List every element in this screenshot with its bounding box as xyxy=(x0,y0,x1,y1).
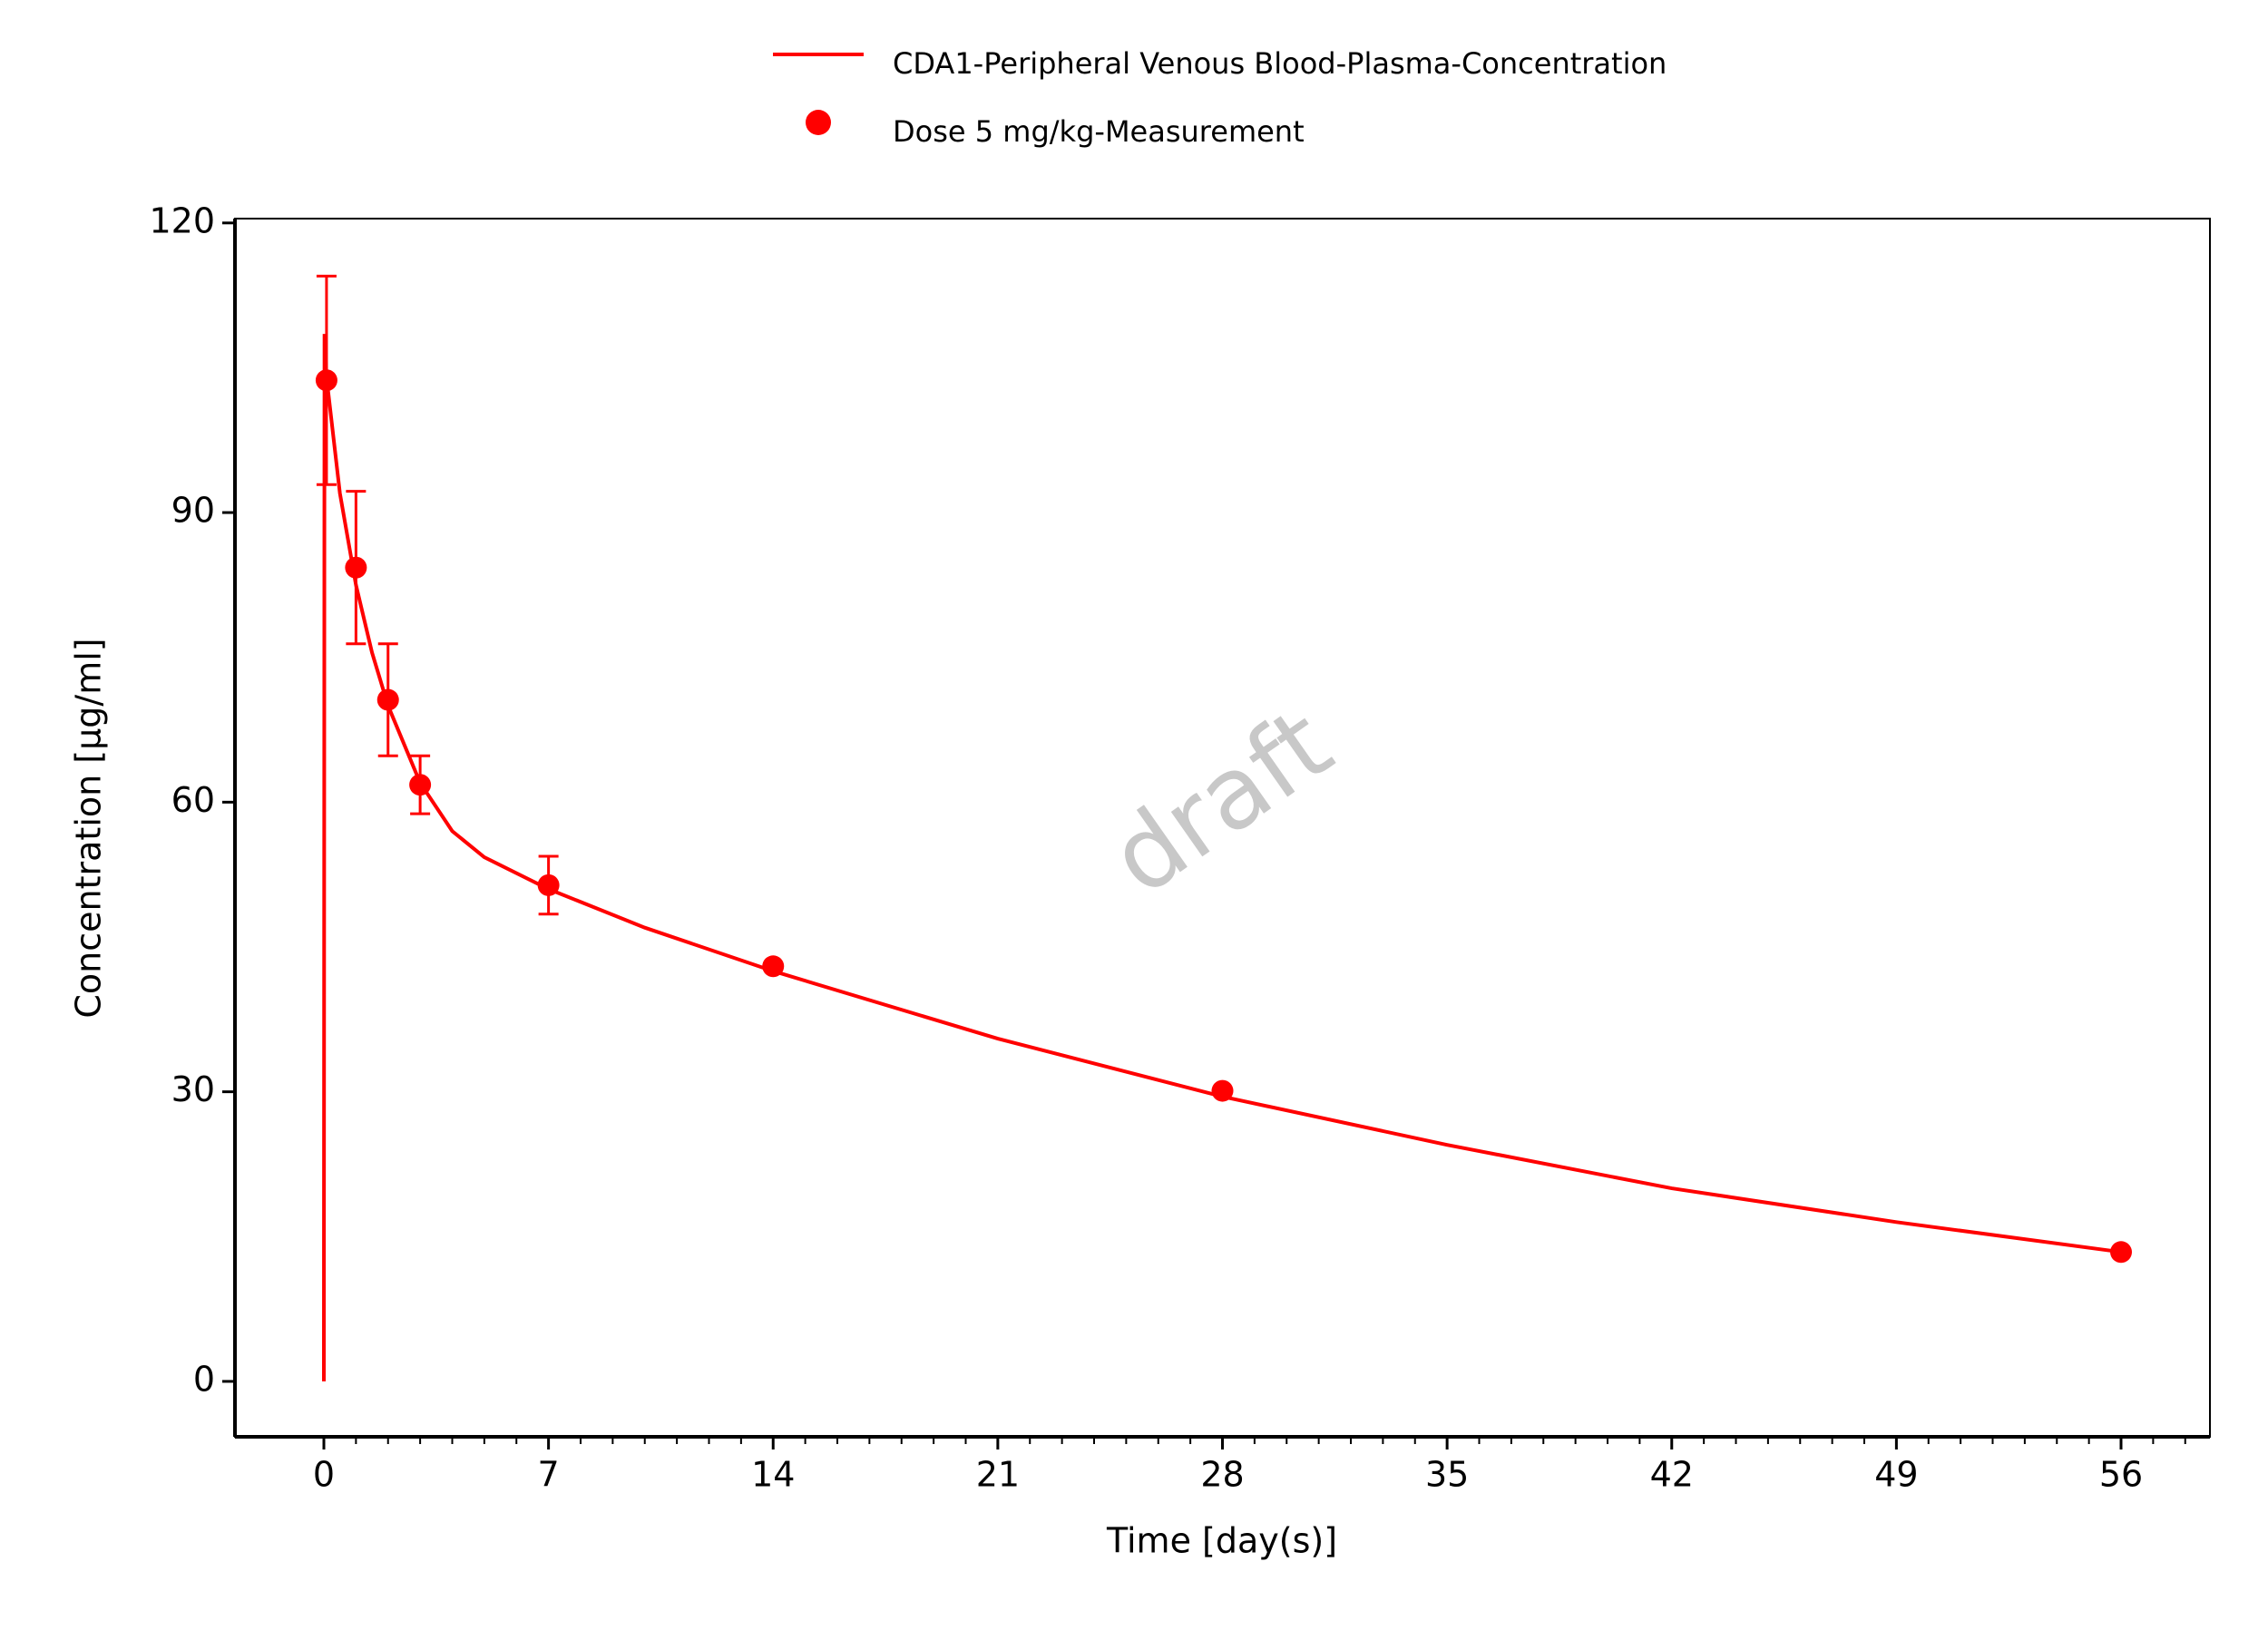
measurement-point xyxy=(537,874,560,896)
measurement-point xyxy=(2110,1241,2133,1264)
y-axis-label: Concentration [µg/ml] xyxy=(69,638,109,1018)
x-tick-label: 14 xyxy=(751,1455,795,1495)
x-tick-label: 0 xyxy=(313,1455,335,1495)
x-tick-label: 49 xyxy=(1874,1455,1918,1495)
x-tick-label: 56 xyxy=(2099,1455,2143,1495)
x-tick-label: 28 xyxy=(1200,1455,1244,1495)
measurement-point xyxy=(376,688,399,711)
y-tick-label: 30 xyxy=(171,1069,215,1109)
x-axis-label: Time [day(s)] xyxy=(1106,1521,1337,1561)
x-tick-label: 42 xyxy=(1650,1455,1694,1495)
y-tick-label: 0 xyxy=(193,1359,215,1399)
x-tick-label: 35 xyxy=(1425,1455,1469,1495)
legend-label: CDA1-Peripheral Venous Blood-Plasma-Conc… xyxy=(893,46,1667,81)
y-tick-label: 60 xyxy=(171,780,215,820)
y-tick-label: 90 xyxy=(171,491,215,531)
measurement-point xyxy=(762,955,785,978)
measurement-point xyxy=(315,369,337,392)
legend-marker xyxy=(806,110,831,135)
x-tick-label: 7 xyxy=(538,1455,560,1495)
watermark: draft xyxy=(1090,686,1351,917)
simulation-line xyxy=(321,334,2122,1381)
legend-label: Dose 5 mg/kg-Measurement xyxy=(893,114,1305,149)
measurement-point xyxy=(345,556,367,579)
y-tick-label: 120 xyxy=(149,200,215,240)
x-tick-label: 21 xyxy=(976,1455,1020,1495)
measurement-point xyxy=(1211,1079,1234,1102)
measurement-point xyxy=(409,774,432,796)
